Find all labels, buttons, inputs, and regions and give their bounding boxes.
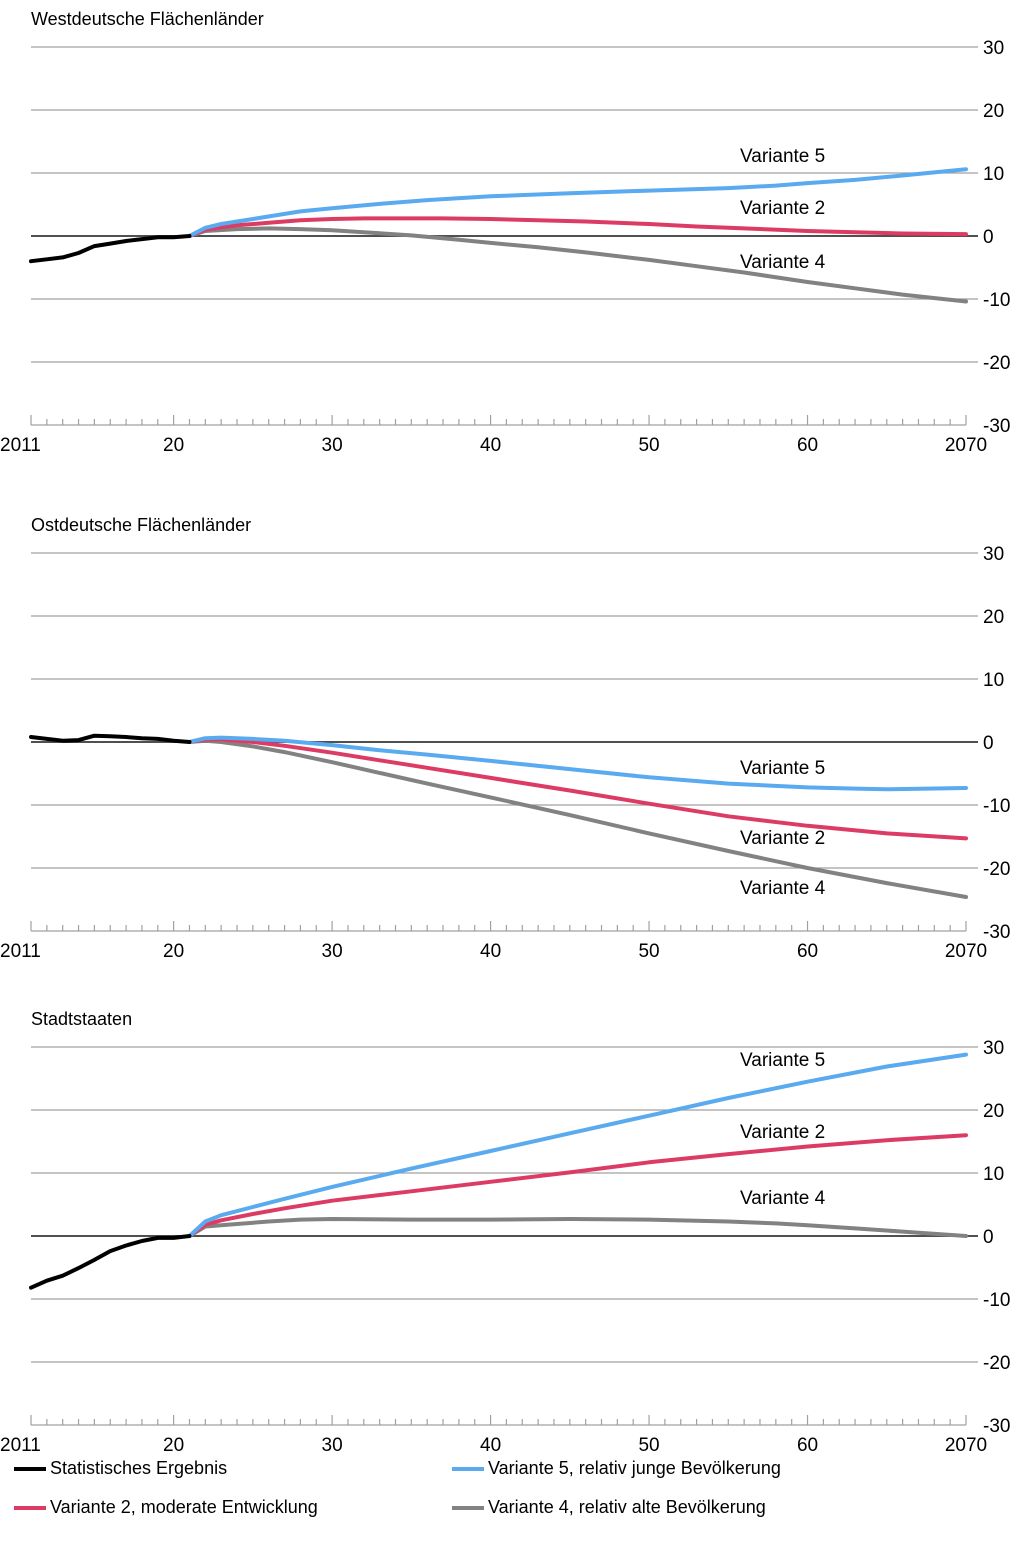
panel-2-y-tick-label: -10 — [983, 1290, 1010, 1311]
panel-2-series-v5 — [187, 1052, 968, 1238]
legend-item-v4: Variante 4, relativ alte Bevölkerung — [452, 1497, 766, 1518]
panel-0-title: Westdeutsche Flächenländer — [31, 9, 264, 29]
panel-1-title: Ostdeutsche Flächenländer — [31, 515, 251, 535]
panel-0-label-v5: Variante 5 — [740, 146, 825, 167]
panel-0-x-tick-label: 50 — [638, 435, 659, 456]
panel-1-x-tick-label: 2011 — [0, 941, 41, 962]
panel-0-x-tick-label: 40 — [480, 435, 501, 456]
panel-0-label-v4: Variante 4 — [740, 252, 826, 273]
panel-1-x-tick-label: 40 — [480, 941, 501, 962]
legend-label-v4: Variante 4, relativ alte Bevölkerung — [488, 1497, 766, 1517]
legend-swatch-v2 — [14, 1505, 46, 1510]
panel-0-x-tick-label: 60 — [797, 435, 818, 456]
panel-1-x-tick-label: 20 — [163, 941, 184, 962]
panel-1-label-v2: Variante 2 — [740, 828, 825, 849]
panel-2-y-tick-label: -20 — [983, 1353, 1010, 1374]
legend-swatch-v4 — [452, 1505, 484, 1510]
panel-1-label-v5: Variante 5 — [740, 758, 825, 779]
panel-1-x-tick-label: 2070 — [945, 941, 987, 962]
panel-1-y-tick-label: 0 — [983, 733, 994, 754]
panel-2-x-tick-label: 60 — [797, 1435, 818, 1456]
panel-0-y-tick-label: 10 — [983, 164, 1004, 185]
panel-2-y-tick-label: -30 — [983, 1416, 1010, 1437]
panel-2-y-tick-label: 30 — [983, 1038, 1004, 1059]
panel-0-x-tick-label: 2070 — [945, 435, 987, 456]
panel-0-series-ergebnis — [29, 234, 192, 264]
panel-1-series-v2 — [187, 737, 968, 841]
panel-0-label-v2: Variante 2 — [740, 198, 825, 219]
panel-1-series-v5 — [187, 735, 968, 792]
panel-1-y-tick-label: 30 — [983, 544, 1004, 565]
legend-item-v2: Variante 2, moderate Entwicklung — [14, 1497, 318, 1518]
panel-1-y-tick-label: -20 — [983, 859, 1010, 880]
legend-item-v5: Variante 5, relativ junge Bevölkerung — [452, 1458, 781, 1479]
panel-2-label-v4: Variante 4 — [740, 1188, 826, 1209]
panel-2-y-tick-label: 10 — [983, 1164, 1004, 1185]
panel-2-x-tick-label: 20 — [163, 1435, 184, 1456]
panel-0-y-tick-label: 30 — [983, 38, 1004, 59]
panel-1-x-tick-label: 30 — [322, 941, 343, 962]
legend-item-ergebnis: Statistisches Ergebnis — [14, 1458, 227, 1479]
panel-1-series-ergebnis — [29, 733, 192, 744]
panel-0-x-tick-label: 30 — [322, 435, 343, 456]
panel-0-series-v4 — [187, 226, 968, 304]
panel-1-x-tick-label: 60 — [797, 941, 818, 962]
panel-2-y-tick-label: 20 — [983, 1101, 1004, 1122]
panel-2-x-tick-label: 2011 — [0, 1435, 41, 1456]
panel-2-x-tick-label: 40 — [480, 1435, 501, 1456]
panel-0-y-tick-label: -30 — [983, 416, 1010, 437]
legend-label-v5: Variante 5, relativ junge Bevölkerung — [488, 1458, 781, 1478]
panel-2-title: Stadtstaaten — [31, 1009, 132, 1029]
panel-0-x-tick-label: 20 — [163, 435, 184, 456]
panel-0-series-v2 — [187, 216, 968, 238]
panel-0-y-tick-label: 0 — [983, 227, 994, 248]
panel-0-x-tick-label: 2011 — [0, 435, 41, 456]
panel-0-series-v5 — [187, 167, 968, 238]
panel-2-series-v4 — [187, 1217, 968, 1238]
panel-2-x-tick-label: 50 — [638, 1435, 659, 1456]
panel-1-x-tick-label: 50 — [638, 941, 659, 962]
legend-swatch-v5 — [452, 1466, 484, 1471]
panel-2-x-tick-label: 2070 — [945, 1435, 987, 1456]
panel-1-y-tick-label: 20 — [983, 607, 1004, 628]
panel-1-y-tick-label: 10 — [983, 670, 1004, 691]
panel-2-label-v5: Variante 5 — [740, 1050, 825, 1071]
legend-label-v2: Variante 2, moderate Entwicklung — [50, 1497, 318, 1517]
panel-2-label-v2: Variante 2 — [740, 1122, 825, 1143]
panel-1-series-v4 — [187, 738, 968, 899]
panel-2-series-ergebnis — [29, 1234, 192, 1290]
legend-label-ergebnis: Statistisches Ergebnis — [50, 1458, 228, 1478]
panel-2-x-tick-label: 30 — [322, 1435, 343, 1456]
panel-2-series-v2 — [187, 1133, 968, 1238]
panel-1-y-tick-label: -10 — [983, 796, 1010, 817]
panel-1-y-tick-label: -30 — [983, 922, 1010, 943]
panel-2-y-tick-label: 0 — [983, 1227, 994, 1248]
panel-1-label-v4: Variante 4 — [740, 878, 826, 899]
legend-swatch-ergebnis — [14, 1466, 46, 1471]
panel-0-y-tick-label: 20 — [983, 101, 1004, 122]
panel-0-y-tick-label: -10 — [983, 290, 1010, 311]
panel-0-y-tick-label: -20 — [983, 353, 1010, 374]
